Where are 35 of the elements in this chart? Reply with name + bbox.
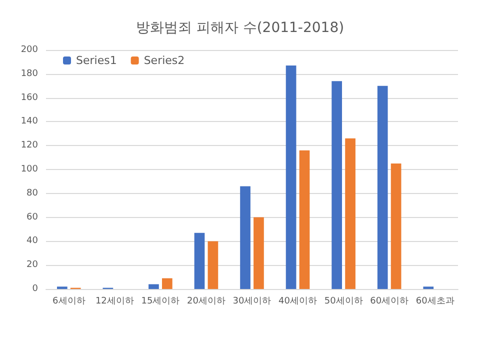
x-tick-label: 60세이하	[370, 296, 409, 306]
legend-label: Series2	[144, 54, 185, 67]
bar	[390, 164, 402, 289]
bar	[254, 217, 264, 289]
bar	[240, 186, 250, 289]
x-tick-label: 20세이하	[186, 296, 226, 306]
bar	[377, 86, 388, 289]
y-tick-label: 40	[26, 236, 38, 246]
y-tick-label: 60	[26, 212, 38, 222]
y-tick-label: 120	[20, 140, 38, 151]
y-tick-label: 100	[20, 164, 38, 174]
chart-title: 방화범죄 피해자 수(2011-2018)	[136, 20, 344, 36]
x-tick-label: 30세이하	[232, 296, 272, 306]
y-tick-label: 160	[20, 92, 38, 103]
y-tick-label: 80	[26, 188, 38, 198]
y-tick-label: 20	[26, 260, 38, 270]
bar	[332, 81, 342, 289]
y-tick-label: 140	[20, 116, 38, 127]
bar	[194, 232, 205, 289]
y-tick-label: 200	[20, 45, 38, 55]
x-tick-label: 6세이하	[52, 296, 86, 306]
bar	[162, 278, 172, 289]
x-tick-label: 50세이하	[324, 296, 363, 306]
legend-label: Series1	[76, 54, 117, 67]
bar	[208, 241, 218, 289]
bar	[286, 66, 296, 289]
x-tick-label: 40세이하	[278, 296, 318, 306]
x-tick-label: 15세이하	[141, 296, 180, 306]
y-tick-label: 180	[20, 68, 38, 79]
bar	[345, 138, 356, 289]
bar	[299, 150, 310, 289]
x-tick-label: 60세초과	[416, 296, 454, 306]
y-tick-label: 0	[32, 284, 38, 294]
bar	[148, 284, 159, 289]
x-tick-label: 12세이하	[95, 296, 134, 306]
